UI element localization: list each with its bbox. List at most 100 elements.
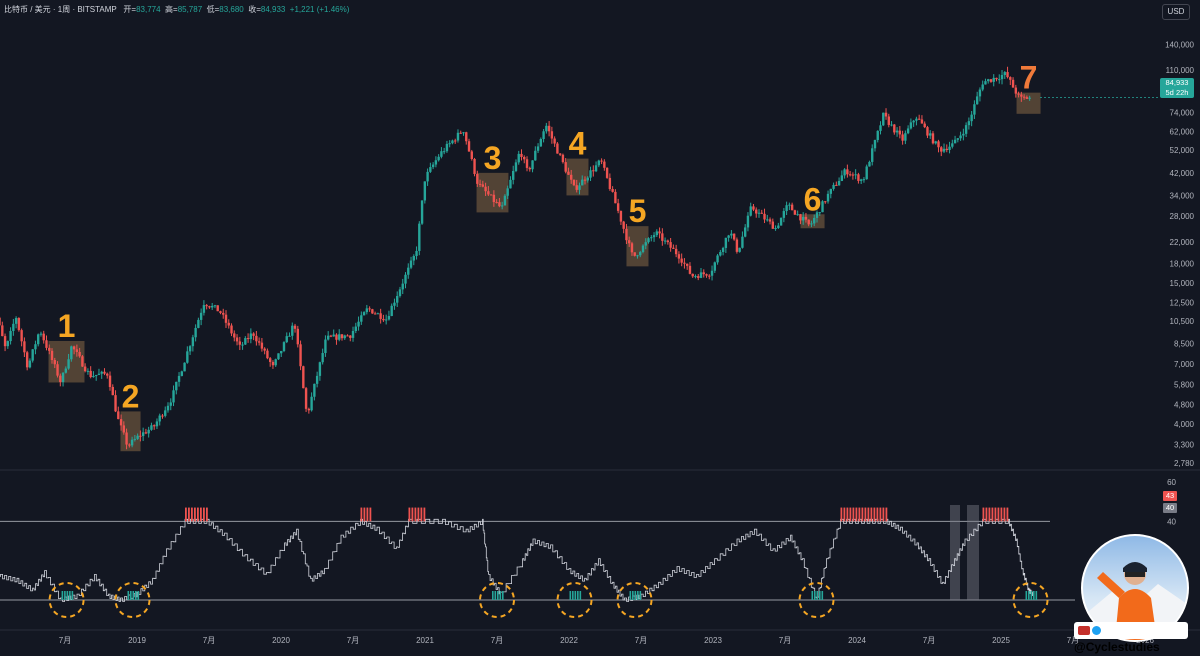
candle-body <box>688 265 692 274</box>
candle-body <box>608 177 612 190</box>
candle-body <box>788 204 791 206</box>
overbought-bar <box>185 507 187 522</box>
overbought-bar <box>360 507 363 522</box>
candle-body <box>1014 87 1018 94</box>
candle-body <box>260 342 264 349</box>
high-value: 85,787 <box>177 5 203 14</box>
candle-body <box>440 151 443 157</box>
candle-body <box>594 165 598 172</box>
candle-body <box>699 272 703 278</box>
candle-body <box>128 444 131 446</box>
candle-body <box>813 217 816 224</box>
candle-body <box>592 170 595 172</box>
candle-body <box>727 235 730 238</box>
overbought-bar <box>206 507 208 522</box>
candle-body <box>807 219 810 225</box>
annotation-label: 4 <box>569 126 587 162</box>
candle-body <box>48 347 51 351</box>
overbought-bar <box>882 507 885 522</box>
candle-body <box>652 235 656 238</box>
candle-body <box>525 159 529 168</box>
cycle-bottom-marker <box>48 582 85 618</box>
candle-body <box>20 330 23 342</box>
candle-body <box>868 161 871 167</box>
candle-body <box>429 167 432 172</box>
candle-body <box>536 146 540 151</box>
oversold-bar <box>494 591 497 600</box>
candle-body <box>404 274 407 284</box>
candle-body <box>655 231 659 236</box>
candle-body <box>194 327 197 338</box>
candle-body <box>680 258 683 263</box>
candle-body <box>614 191 617 204</box>
candle-body <box>147 429 150 434</box>
candle-body <box>0 317 1 326</box>
candle-body <box>401 283 404 290</box>
candle-body <box>953 139 957 144</box>
candle-body <box>534 150 537 161</box>
candle-body <box>141 432 145 437</box>
shaded-block <box>967 505 979 600</box>
candle-body <box>263 348 266 351</box>
cycle-bottom-marker <box>616 582 653 618</box>
candle-body <box>912 120 915 123</box>
candle-body <box>567 171 570 175</box>
oversold-bar <box>639 591 642 600</box>
candle-body <box>434 160 438 165</box>
oversold-bar <box>69 591 71 600</box>
candle-body <box>241 344 244 346</box>
candle-body <box>61 372 65 383</box>
overbought-bar <box>197 507 199 522</box>
annotation-box <box>476 172 509 213</box>
candle-body <box>390 305 393 317</box>
candle-body <box>882 112 885 126</box>
candle-body <box>920 119 924 124</box>
candle-body <box>302 366 305 389</box>
oversold-bar <box>61 591 64 600</box>
overbought-bar <box>997 507 1000 522</box>
candle-body <box>23 341 26 353</box>
candle-body <box>641 245 645 253</box>
candle-body <box>785 205 788 212</box>
currency-button[interactable]: USD <box>1162 4 1190 20</box>
time-tick-label: 7月 <box>779 636 791 645</box>
oversold-bar <box>572 591 574 600</box>
bar-countdown: 5d 22h <box>1165 88 1189 97</box>
oversold-bar <box>71 591 74 600</box>
candle-body <box>83 366 87 372</box>
candle-body <box>650 237 653 239</box>
candle-body <box>1 325 4 337</box>
candle-body <box>175 381 178 391</box>
time-tick-label: 2025 <box>992 636 1010 645</box>
candle-body <box>346 335 349 337</box>
candle-body <box>669 242 672 248</box>
candle-body <box>586 177 589 181</box>
candle-body <box>285 336 288 343</box>
candle-body <box>942 148 946 152</box>
twitter-icon <box>1092 626 1101 636</box>
candle-body <box>915 118 918 121</box>
candle-body <box>169 402 172 406</box>
candle-body <box>9 330 12 342</box>
candle-body <box>266 350 269 359</box>
overbought-bar <box>411 507 414 522</box>
candle-body <box>277 353 280 360</box>
candle-body <box>387 316 391 320</box>
price-tick-label: 18,000 <box>1170 259 1195 268</box>
candle-body <box>558 153 562 155</box>
candle-body <box>945 148 948 150</box>
candle-body <box>815 212 819 218</box>
annotation-label: 7 <box>1020 60 1038 96</box>
candle-body <box>489 194 493 196</box>
candle-body <box>45 340 48 348</box>
candle-body <box>514 162 518 171</box>
candle-body <box>343 335 346 339</box>
candle-body <box>677 254 681 259</box>
candle-body <box>431 164 435 168</box>
overbought-bar <box>369 507 372 522</box>
candle-body <box>658 231 661 234</box>
price-tick-label: 4,800 <box>1174 401 1195 410</box>
price-tick-label: 3,300 <box>1174 441 1195 450</box>
oscillator-line <box>0 518 1033 602</box>
candle-body <box>152 425 156 427</box>
